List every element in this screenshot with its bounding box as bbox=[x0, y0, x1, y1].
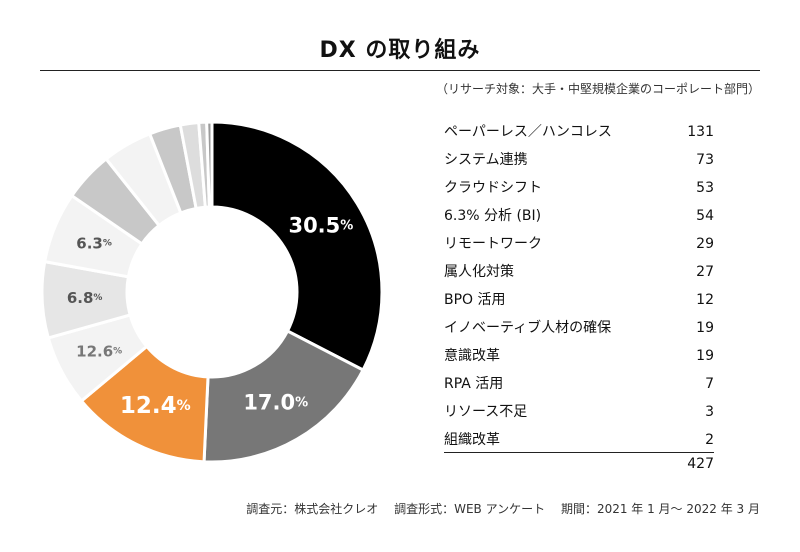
row-label: リモートワーク bbox=[444, 236, 542, 252]
footer-source: 調査元：株式会社クレオ 調査形式：WEB アンケート 期間：2021 年 1 月… bbox=[246, 502, 760, 516]
table-row: 6.3% 分析 (BI) 54 bbox=[444, 202, 714, 230]
slice-label-percent: % bbox=[295, 395, 308, 410]
row-label: 属人化対策 bbox=[444, 264, 514, 280]
row-label: リソース不足 bbox=[444, 404, 528, 420]
row-value: 131 bbox=[687, 124, 714, 140]
chart-title: DX の取り組み bbox=[319, 38, 481, 63]
row-value: 53 bbox=[696, 180, 714, 196]
table-row: システム連携 73 bbox=[444, 146, 714, 174]
slice-label: 30.5% bbox=[288, 214, 353, 238]
row-value: 54 bbox=[696, 208, 714, 224]
row-label: RPA 活用 bbox=[444, 376, 504, 392]
row-value: 29 bbox=[696, 236, 714, 252]
slice-label-percent: % bbox=[113, 346, 122, 356]
slice-label-number: 6.3 bbox=[76, 234, 103, 252]
slice-label-percent: % bbox=[103, 238, 112, 248]
slice-label: 12.4% bbox=[120, 393, 191, 419]
table-row: リソース不足 3 bbox=[444, 398, 714, 426]
row-value: 19 bbox=[696, 320, 714, 336]
row-label: BPO 活用 bbox=[444, 292, 506, 308]
table-row: 属人化対策 27 bbox=[444, 258, 714, 286]
row-value: 73 bbox=[696, 152, 714, 168]
slice-label: 17.0% bbox=[243, 390, 308, 414]
slice-label-percent: % bbox=[177, 398, 191, 414]
table-row: イノベーティブ人材の確保 19 bbox=[444, 314, 714, 342]
slice-label-number: 12.4 bbox=[120, 393, 177, 419]
row-value: 12 bbox=[696, 292, 714, 308]
row-label: ペーパーレス／ハンコレス bbox=[444, 124, 612, 140]
row-label: クラウドシフト bbox=[444, 180, 542, 196]
total-rule bbox=[444, 452, 714, 453]
table-row: ペーパーレス／ハンコレス 131 bbox=[444, 118, 714, 146]
row-value: 27 bbox=[696, 264, 714, 280]
table-row: リモートワーク 29 bbox=[444, 230, 714, 258]
slice-label-percent: % bbox=[93, 293, 102, 303]
donut-slice bbox=[210, 120, 384, 373]
row-label: 6.3% 分析 (BI) bbox=[444, 208, 542, 224]
total-value: 427 bbox=[687, 456, 714, 472]
donut-slice bbox=[202, 328, 366, 464]
table-row: 意識改革 19 bbox=[444, 342, 714, 370]
donut-slice bbox=[205, 120, 214, 209]
table-row: RPA 活用 7 bbox=[444, 370, 714, 398]
slice-label-number: 17.0 bbox=[243, 390, 295, 414]
row-value: 3 bbox=[705, 404, 714, 420]
donut-chart: 30.5%17.0%12.4%12.6%6.8%6.3% bbox=[40, 120, 384, 464]
row-label: 組織改革 bbox=[444, 432, 500, 448]
row-label: システム連携 bbox=[444, 152, 528, 168]
table-row: 組織改革 2 bbox=[444, 426, 714, 454]
title-rule bbox=[40, 70, 760, 71]
slice-label-number: 6.8 bbox=[67, 289, 94, 307]
row-value: 7 bbox=[705, 376, 714, 392]
row-label: 意識改革 bbox=[444, 348, 500, 364]
slice-label-number: 30.5 bbox=[288, 214, 340, 238]
data-table: ペーパーレス／ハンコレス 131 システム連携 73 クラウドシフト 53 6.3% 分析 … bbox=[444, 118, 714, 454]
table-row: クラウドシフト 53 bbox=[444, 174, 714, 202]
slice-label: 12.6% bbox=[76, 342, 122, 360]
table-row: BPO 活用 12 bbox=[444, 286, 714, 314]
slice-label-number: 12.6 bbox=[76, 342, 113, 360]
slice-label-percent: % bbox=[340, 218, 353, 233]
row-value: 2 bbox=[705, 432, 714, 448]
slice-label: 6.3% bbox=[76, 234, 112, 252]
subtitle: （リサーチ対象：大手・中堅規模企業のコーポレート部門） bbox=[435, 82, 760, 96]
row-label: イノベーティブ人材の確保 bbox=[444, 320, 612, 336]
slice-label: 6.8% bbox=[67, 289, 103, 307]
row-value: 19 bbox=[696, 348, 714, 364]
